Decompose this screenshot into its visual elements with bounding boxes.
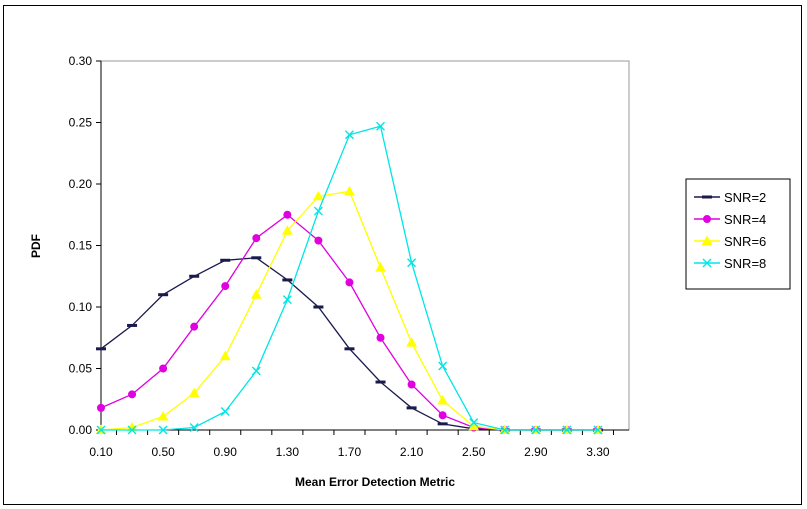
y-tick-label: 0.15: [69, 239, 93, 253]
y-tick-label: 0.00: [69, 423, 93, 437]
data-point: [283, 210, 292, 219]
data-point: [219, 350, 231, 361]
x-tick-label: 0.10: [89, 445, 113, 459]
data-point: [190, 322, 199, 331]
x-tick-label: 2.10: [400, 445, 424, 459]
data-point: [407, 258, 417, 268]
data-point: [407, 380, 416, 389]
x-tick-label: 3.30: [586, 445, 610, 459]
y-tick-label: 0.30: [69, 54, 93, 68]
legend-item: SNR=8: [694, 256, 766, 271]
data-point: [376, 121, 386, 131]
data-point: [220, 407, 230, 417]
legend-marker: [703, 215, 711, 223]
legend-item: SNR=2: [694, 190, 766, 205]
data-point: [159, 364, 168, 373]
data-point: [344, 185, 355, 196]
data-point: [97, 403, 105, 412]
data-point: [313, 190, 324, 201]
plot-area: [100, 60, 630, 431]
data-point: [500, 425, 510, 435]
data-point: [437, 394, 449, 405]
legend-label: SNR=4: [724, 212, 766, 227]
data-point: [344, 130, 354, 140]
data-point: [531, 425, 541, 435]
x-tick-label: 2.50: [462, 445, 486, 459]
legend-label: SNR=8: [724, 256, 766, 271]
legend-item: SNR=6: [694, 234, 766, 249]
data-point: [188, 387, 200, 398]
legend-label: SNR=6: [724, 234, 766, 249]
x-axis-title: Mean Error Detection Metric: [295, 475, 455, 489]
legend-marker: [701, 235, 713, 245]
data-point: [313, 206, 323, 216]
y-tick-label: 0.25: [69, 116, 93, 130]
data-point: [127, 425, 137, 435]
data-point: [345, 278, 354, 287]
series-snr-8: [96, 121, 603, 435]
data-point: [128, 390, 137, 399]
data-point: [158, 425, 168, 435]
data-point: [96, 425, 106, 435]
x-tick-label: 1.30: [276, 445, 300, 459]
data-point: [438, 411, 447, 420]
data-point: [252, 234, 261, 243]
y-axis-title: PDF: [29, 234, 43, 258]
data-point: [189, 423, 199, 433]
data-point: [562, 425, 572, 435]
data-point: [157, 410, 169, 421]
y-tick-label: 0.20: [69, 177, 93, 191]
y-tick-label: 0.05: [69, 362, 93, 376]
legend-item: SNR=4: [694, 212, 766, 227]
data-point: [406, 337, 417, 347]
data-point: [251, 366, 261, 376]
legend-marker: [702, 258, 712, 268]
data-point: [375, 262, 386, 272]
x-tick-label: 0.50: [151, 445, 175, 459]
x-tick-label: 1.70: [338, 445, 362, 459]
data-point: [593, 425, 603, 435]
data-point: [281, 225, 293, 235]
data-point: [221, 282, 230, 291]
data-point: [314, 236, 323, 245]
x-tick-label: 2.90: [524, 445, 548, 459]
data-point: [438, 361, 448, 371]
data-point: [282, 295, 292, 305]
data-point: [376, 333, 385, 342]
data-point: [250, 289, 262, 299]
data-point: [469, 418, 479, 428]
x-tick-label: 0.90: [214, 445, 238, 459]
y-tick-label: 0.10: [69, 300, 93, 314]
legend-label: SNR=2: [724, 190, 766, 205]
